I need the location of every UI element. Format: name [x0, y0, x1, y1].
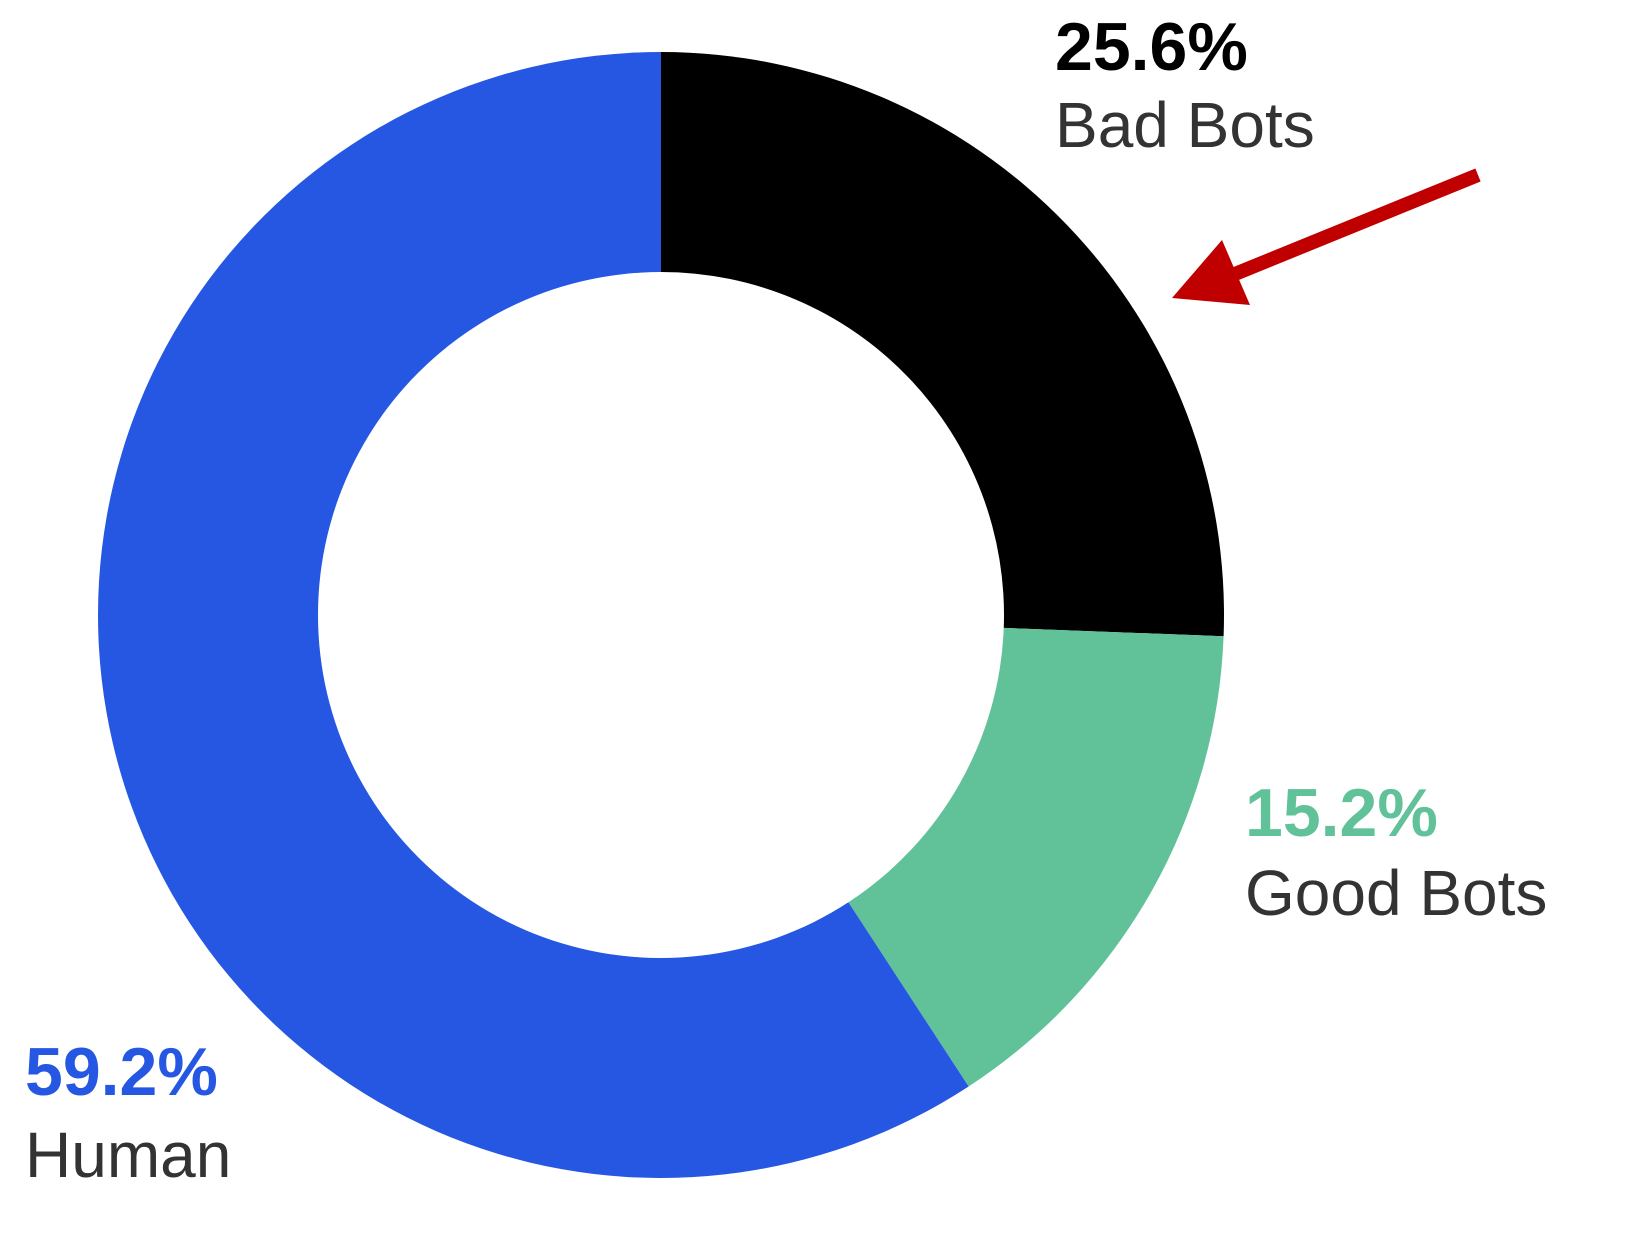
value-label: 15.2%: [1245, 775, 1438, 851]
donut-segment: [661, 52, 1224, 637]
category-label: Good Bots: [1245, 857, 1547, 929]
donut-segment: [98, 52, 969, 1178]
category-label: Human: [25, 1119, 231, 1191]
donut-segment: [848, 627, 1224, 1087]
arrow: [1172, 168, 1481, 305]
category-label: Bad Bots: [1055, 89, 1315, 161]
value-label: 59.2%: [25, 1034, 218, 1110]
arrow-shaft: [1227, 168, 1481, 283]
arrow-head: [1172, 240, 1250, 305]
value-label: 25.6%: [1055, 9, 1248, 85]
